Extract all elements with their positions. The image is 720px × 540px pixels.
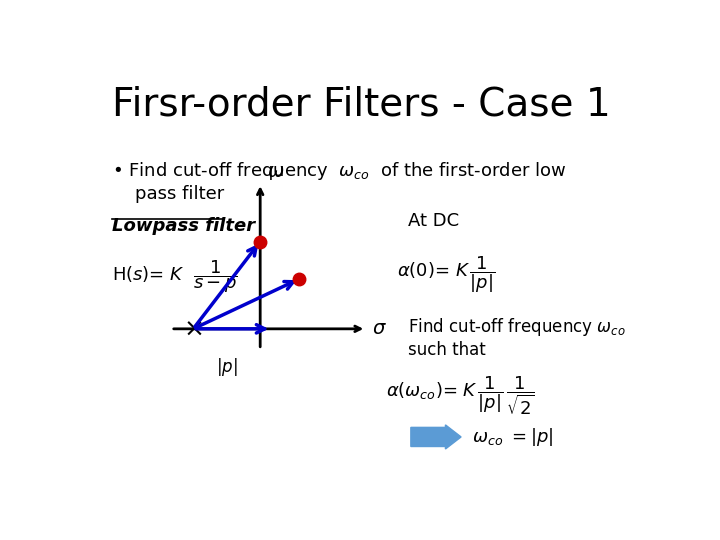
Text: $\omega$: $\omega$ (267, 162, 284, 181)
Text: $\sigma$: $\sigma$ (372, 319, 387, 339)
Text: such that: such that (408, 341, 486, 359)
Text: H$(s)$= $K$  $\dfrac{1}{s-p}$: H$(s)$= $K$ $\dfrac{1}{s-p}$ (112, 258, 238, 295)
Text: $\alpha(0)$= $K\,\dfrac{1}{|p|}$: $\alpha(0)$= $K\,\dfrac{1}{|p|}$ (397, 254, 495, 295)
Text: $\times$: $\times$ (184, 317, 203, 341)
Text: Lowpass filter: Lowpass filter (112, 217, 256, 234)
Text: $\alpha(\omega_{co})$= $K\,\dfrac{1}{|p|}\,\dfrac{1}{\sqrt{2}}$: $\alpha(\omega_{co})$= $K\,\dfrac{1}{|p|… (386, 375, 534, 417)
Text: At DC: At DC (408, 212, 459, 231)
Text: $|p|$: $|p|$ (216, 356, 238, 378)
Text: Firsr-order Filters - Case 1: Firsr-order Filters - Case 1 (112, 85, 611, 124)
FancyArrow shape (411, 425, 461, 449)
Text: $\omega_{co}$ $= |p|$: $\omega_{co}$ $= |p|$ (472, 426, 554, 448)
Text: • Find cut-off frequency  $\omega_{co}$  of the first-order low
    pass filter: • Find cut-off frequency $\omega_{co}$ o… (112, 160, 567, 203)
Text: Find cut-off frequency $\omega_{co}$: Find cut-off frequency $\omega_{co}$ (408, 316, 626, 339)
